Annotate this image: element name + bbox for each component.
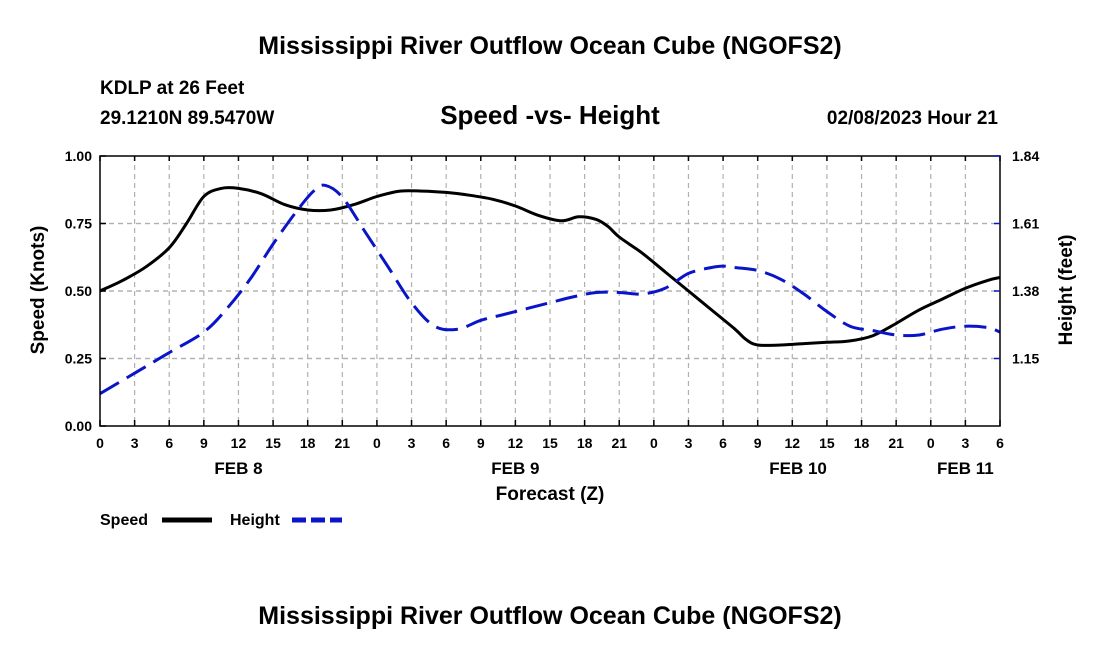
x-tick-label: 3 xyxy=(685,435,693,451)
y-tick-label: 0.25 xyxy=(65,351,92,367)
station-label: KDLP at 26 Feet xyxy=(100,78,245,99)
tick-labels: 0 3 6 9 12 15 18 21 0 3 6 9 12 15 18 21 0 3 6 9 12 15 18 21 0 3 6 0… xyxy=(65,148,1040,478)
axis-ticks xyxy=(99,155,1001,427)
x-tick-label: 18 xyxy=(300,435,316,451)
x-tick-label: 0 xyxy=(373,435,381,451)
date-label: FEB 9 xyxy=(491,459,539,478)
chart-title: Speed -vs- Height xyxy=(440,100,660,130)
series-layer xyxy=(99,183,1001,395)
x-tick-label: 18 xyxy=(854,435,870,451)
x-tick-label: 9 xyxy=(200,435,208,451)
x-tick-label: 6 xyxy=(442,435,450,451)
x-tick-label: 21 xyxy=(888,435,904,451)
main-title: Mississippi River Outflow Ocean Cube (NG… xyxy=(258,32,841,60)
x-tick-label: 9 xyxy=(754,435,762,451)
x-axis-label: Forecast (Z) xyxy=(496,484,605,505)
x-tick-label: 18 xyxy=(577,435,593,451)
timestamp-label: 02/08/2023 Hour 21 xyxy=(827,108,999,129)
x-tick-label: 6 xyxy=(996,435,1004,451)
speed-series-line xyxy=(99,186,1001,347)
y2-tick-label: 1.38 xyxy=(1012,283,1039,299)
x-tick-label: 12 xyxy=(785,435,801,451)
x-tick-label: 15 xyxy=(542,435,558,451)
x-tick-label: 21 xyxy=(335,435,351,451)
y-tick-label: 0.00 xyxy=(65,418,92,434)
x-tick-label: 12 xyxy=(231,435,247,451)
x-tick-label: 15 xyxy=(265,435,281,451)
legend: Speed Height xyxy=(100,512,342,529)
y-tick-label: 0.50 xyxy=(65,283,92,299)
x-tick-label: 0 xyxy=(650,435,658,451)
x-tick-label: 3 xyxy=(961,435,969,451)
y-axis-label: Speed (Knots) xyxy=(28,226,49,355)
date-label: FEB 11 xyxy=(937,459,994,478)
footer-title: Mississippi River Outflow Ocean Cube (NG… xyxy=(258,602,841,630)
legend-height-label: Height xyxy=(230,512,280,529)
coordinates-label: 29.1210N 89.5470W xyxy=(100,108,274,129)
grid xyxy=(100,156,1000,426)
y2-axis-label: Height (feet) xyxy=(1056,235,1077,346)
y2-tick-label: 1.15 xyxy=(1012,351,1039,367)
date-label: FEB 8 xyxy=(214,459,262,478)
x-tick-label: 0 xyxy=(927,435,935,451)
y-tick-label: 0.75 xyxy=(65,216,92,232)
date-label: FEB 10 xyxy=(769,459,827,478)
legend-speed-label: Speed xyxy=(100,512,148,529)
x-tick-label: 3 xyxy=(131,435,139,451)
x-tick-label: 0 xyxy=(96,435,104,451)
x-tick-label: 3 xyxy=(408,435,416,451)
y2-tick-label: 1.84 xyxy=(1012,148,1039,164)
x-tick-label: 9 xyxy=(477,435,485,451)
x-tick-label: 15 xyxy=(819,435,835,451)
x-tick-label: 6 xyxy=(719,435,727,451)
x-tick-label: 12 xyxy=(508,435,524,451)
height-series-line xyxy=(99,183,1001,395)
y2-tick-label: 1.61 xyxy=(1012,216,1039,232)
x-tick-label: 6 xyxy=(165,435,173,451)
y-tick-label: 1.00 xyxy=(65,148,92,164)
x-tick-label: 21 xyxy=(611,435,627,451)
